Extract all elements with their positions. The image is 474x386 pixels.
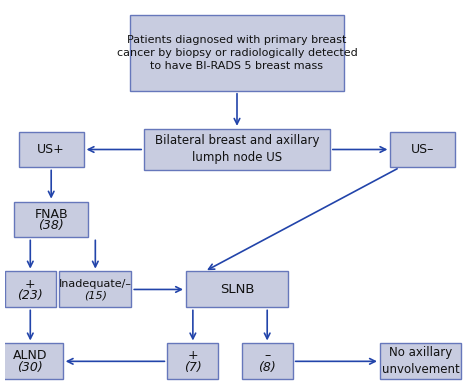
FancyBboxPatch shape <box>186 271 288 307</box>
FancyBboxPatch shape <box>167 344 219 379</box>
Text: Bilateral breast and axillary
lumph node US: Bilateral breast and axillary lumph node… <box>155 134 319 164</box>
FancyBboxPatch shape <box>0 344 63 379</box>
Text: (7): (7) <box>184 361 202 374</box>
Text: (38): (38) <box>38 220 64 232</box>
FancyBboxPatch shape <box>130 15 344 91</box>
Text: +: + <box>25 278 36 291</box>
Text: SLNB: SLNB <box>220 283 254 296</box>
FancyBboxPatch shape <box>242 344 293 379</box>
Text: (15): (15) <box>84 291 107 301</box>
FancyBboxPatch shape <box>380 344 461 379</box>
Text: ALND: ALND <box>13 349 47 362</box>
FancyBboxPatch shape <box>5 271 56 307</box>
Text: –: – <box>264 349 270 362</box>
Text: FNAB: FNAB <box>35 208 68 220</box>
Text: US+: US+ <box>37 143 65 156</box>
Text: (8): (8) <box>258 361 276 374</box>
Text: (30): (30) <box>18 361 43 374</box>
Text: Inadequate/–: Inadequate/– <box>59 279 132 289</box>
FancyBboxPatch shape <box>18 132 84 168</box>
Text: (23): (23) <box>18 290 43 302</box>
FancyBboxPatch shape <box>59 271 131 307</box>
FancyBboxPatch shape <box>390 132 456 168</box>
FancyBboxPatch shape <box>14 201 88 237</box>
Text: No axillary
unvolvement: No axillary unvolvement <box>382 346 459 376</box>
Text: Patients diagnosed with primary breast
cancer by biopsy or radiologically detect: Patients diagnosed with primary breast c… <box>117 35 357 71</box>
Text: US–: US– <box>411 143 435 156</box>
FancyBboxPatch shape <box>144 129 330 170</box>
Text: +: + <box>188 349 198 362</box>
